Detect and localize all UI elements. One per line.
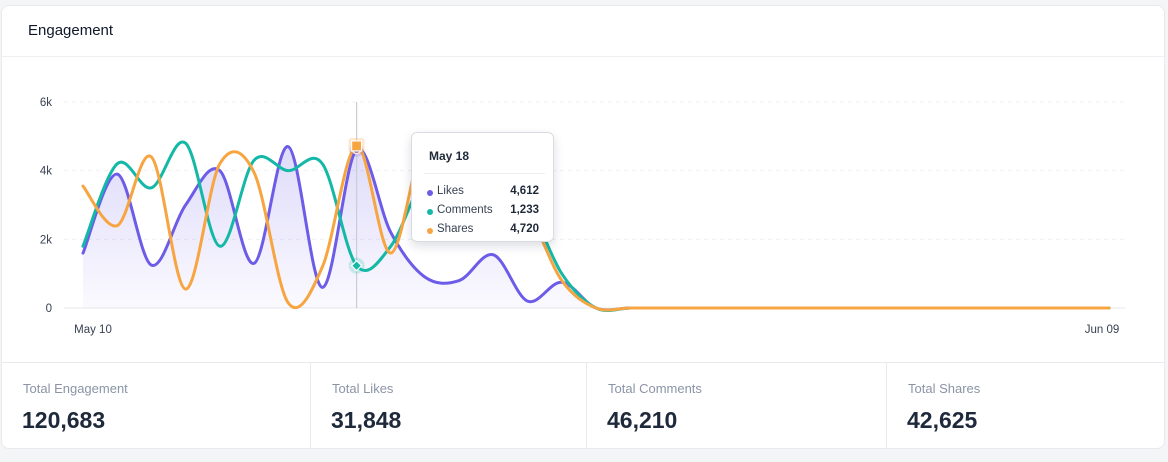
series-line-shares [81, 135, 1111, 312]
x-tick-label: Jun 09 [1085, 324, 1120, 336]
stat-value: 120,683 [22, 407, 106, 433]
y-tick-label: 2k [40, 234, 52, 246]
shares-dot-icon [427, 228, 433, 234]
tooltip-row-comments: Comments 1,233 [427, 204, 539, 220]
tooltip-row-likes: Likes 4,612 [427, 185, 539, 201]
shares-marker [351, 140, 363, 152]
tooltip-divider [424, 173, 545, 174]
tooltip-value: 4,720 [510, 223, 539, 235]
card-header: Engagement [2, 6, 1164, 57]
engagement-chart[interactable]: 0 2k 4k 6k May 10 Jun 09 May 18 Likes 4,612 C… [2, 6, 1165, 366]
likes-area [83, 146, 1109, 310]
tooltip-label: Comments [437, 204, 493, 216]
stat-total-likes: Total Likes 31,848 [310, 363, 586, 448]
chart-svg[interactable]: 0 2k 4k 6k May 10 Jun 09 [2, 6, 1165, 366]
tooltip-value: 4,612 [510, 185, 539, 197]
y-tick-label: 4k [40, 166, 52, 178]
stat-label: Total Comments [608, 381, 702, 396]
tooltip-date: May 18 [429, 149, 470, 163]
stats-row: Total Engagement 120,683 Total Likes 31,… [2, 362, 1164, 448]
x-tick-label: May 10 [74, 324, 112, 336]
y-tick-label: 0 [46, 303, 52, 315]
y-tick-label: 6k [40, 97, 52, 109]
likes-dot-icon [427, 190, 433, 196]
stat-total-comments: Total Comments 46,210 [586, 363, 886, 448]
comments-marker [350, 259, 363, 272]
tooltip-row-shares: Shares 4,720 [427, 223, 539, 239]
stat-value: 31,848 [331, 407, 402, 433]
stat-value: 42,625 [907, 407, 978, 433]
stat-total-engagement: Total Engagement 120,683 [2, 363, 310, 448]
stat-value: 46,210 [607, 407, 678, 433]
comments-dot-icon [427, 209, 433, 215]
chart-tooltip: May 18 Likes 4,612 Comments 1,233 Shares… [411, 132, 554, 242]
stat-label: Total Shares [908, 381, 981, 396]
stat-total-shares: Total Shares 42,625 [886, 363, 1164, 448]
stat-label: Total Engagement [23, 381, 128, 396]
engagement-card: Engagement 0 2k 4k 6k May 10 Jun 09 May 18 Li… [1, 5, 1165, 449]
stat-label: Total Likes [332, 381, 394, 396]
tooltip-label: Likes [437, 185, 464, 197]
tooltip-label: Shares [437, 223, 474, 235]
card-title: Engagement [28, 22, 114, 39]
tooltip-value: 1,233 [510, 204, 539, 216]
